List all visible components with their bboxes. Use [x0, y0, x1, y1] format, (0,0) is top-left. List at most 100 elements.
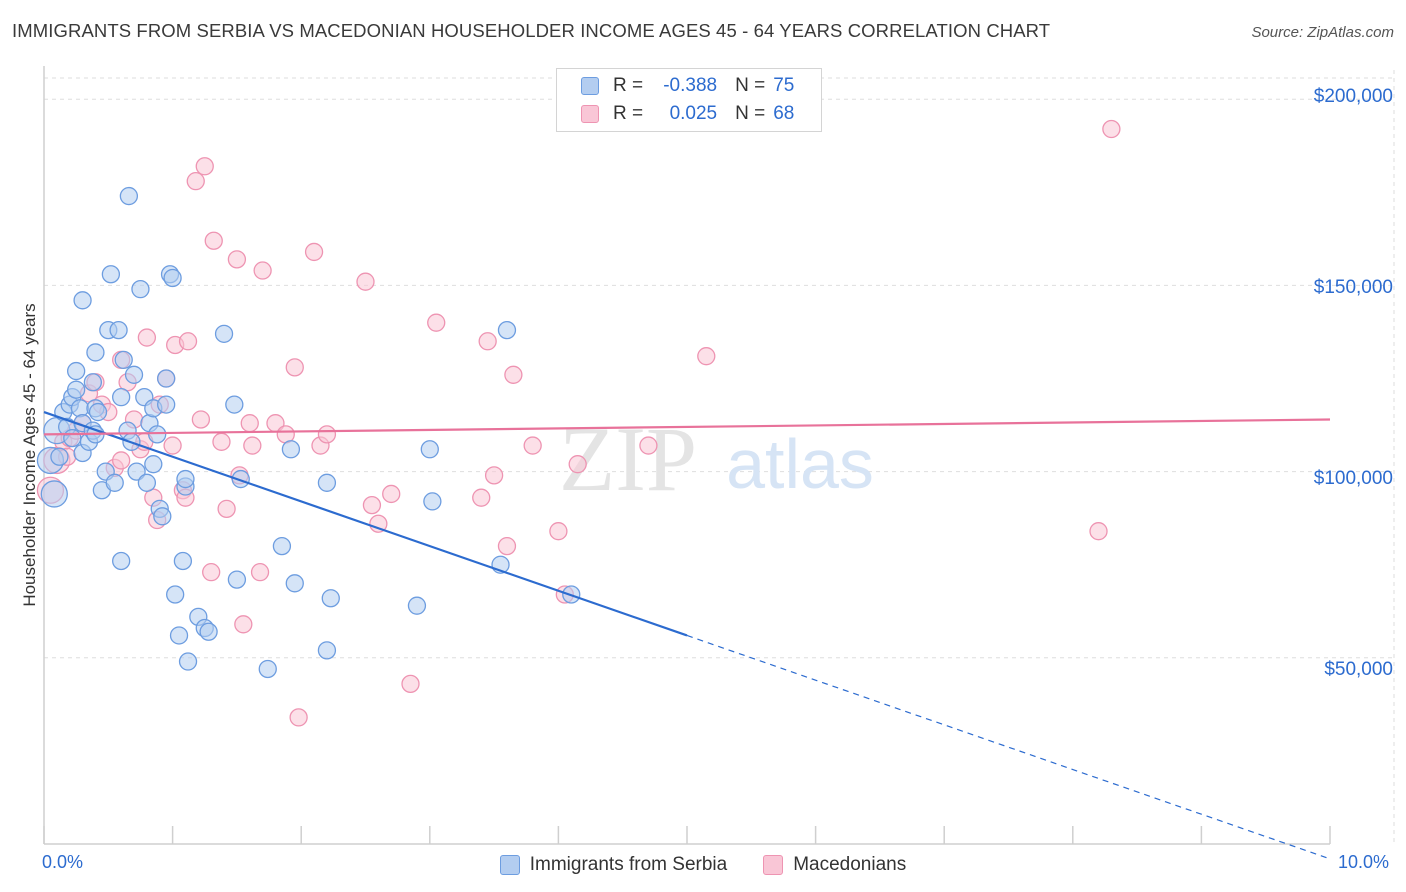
trend-lines	[43, 410, 1331, 860]
x-tick-min: 0.0%	[42, 852, 84, 872]
r-label: R =	[613, 75, 644, 96]
macedonians-point-38	[240, 414, 259, 433]
macedonians-point-64	[639, 436, 658, 455]
y-axis-label: Householder Income Ages 45 - 64 years	[20, 303, 39, 607]
serbia-point-53	[176, 469, 195, 489]
n-value: 68	[773, 103, 795, 124]
serbia-point-51	[173, 551, 193, 571]
macedonians-point-44	[285, 358, 304, 377]
serbia-point-54	[178, 652, 198, 671]
macedonians-swatch	[581, 105, 599, 123]
serbia-point-49	[166, 585, 185, 604]
serbia-point-7	[63, 428, 82, 448]
macedonians-point-65	[697, 347, 716, 366]
serbia-point-10	[67, 380, 86, 399]
macedonians-point-30	[195, 157, 214, 176]
y-tick-150k: $150,000	[1313, 277, 1393, 298]
serbia-point-40	[144, 455, 163, 474]
macedonians-point-29	[191, 410, 211, 429]
macedonians-point-18	[137, 328, 157, 347]
source-label: Source: ZipAtlas.com	[1251, 24, 1394, 41]
gridlines	[44, 70, 1396, 844]
macedonians-point-34	[217, 499, 236, 519]
serbia-point-57	[199, 622, 218, 641]
serbia-point-30	[114, 350, 133, 370]
macedonians-point-41	[253, 261, 272, 280]
r-value: 0.025	[669, 103, 718, 124]
serbia-point-25	[101, 265, 121, 284]
macedonians-point-58	[497, 536, 517, 556]
chart-title: IMMIGRANTS FROM SERBIA VS MACEDONIAN HOU…	[12, 20, 1051, 41]
stats-row-serbia: R = -0.388 N = 75	[581, 74, 794, 98]
serbia-trend-extension	[686, 634, 1331, 860]
serbia-point-19	[86, 343, 105, 362]
serbia-point-9	[67, 361, 86, 381]
r-label: R =	[613, 103, 644, 124]
legend-label-serbia: Immigrants from Serbia	[529, 854, 728, 875]
serbia-point-45	[157, 395, 176, 414]
macedonians-point-39	[243, 436, 262, 455]
serbia-point-67	[317, 641, 337, 660]
y-tick-200k: $200,000	[1313, 86, 1393, 107]
r-value: -0.388	[663, 75, 718, 96]
macedonians-point-35	[227, 250, 247, 269]
serbia-point-21	[88, 402, 108, 422]
serbia-point-62	[258, 659, 277, 679]
macedonians-point-57	[484, 466, 504, 485]
macedonians-point-54	[427, 313, 446, 332]
serbia-point-13	[73, 291, 92, 310]
y-tick-100k: $100,000	[1313, 468, 1393, 489]
serbia-point-58	[214, 324, 234, 343]
serbia-point-17	[83, 373, 103, 392]
serbia-point-11	[70, 399, 90, 418]
serbia-point-71	[423, 492, 442, 511]
serbia-point-28	[112, 387, 131, 407]
macedonians-point-55	[472, 488, 491, 507]
serbia-point-27	[109, 320, 128, 340]
serbia-point-44	[153, 507, 172, 526]
macedonians-point-37	[234, 615, 253, 634]
n-value: 75	[773, 75, 795, 96]
serbia-point-35	[127, 462, 146, 481]
serbia-point-48	[163, 268, 182, 288]
stats-legend: R = -0.388 N = 75 R = 0.025 N = 68	[556, 68, 822, 132]
serbia-point-3	[50, 447, 69, 466]
watermark-atlas: atlas	[726, 425, 874, 503]
serbia-point-70	[420, 440, 439, 459]
macedonians-point-66	[1089, 522, 1108, 541]
macedonians-point-51	[369, 514, 388, 533]
series-serbia	[36, 186, 581, 679]
legend-item-macedonians[interactable]: Macedonians	[763, 854, 906, 876]
serbia-point-38	[137, 473, 157, 492]
macedonians-legend-swatch	[763, 855, 784, 875]
macedonians-point-50	[362, 495, 382, 515]
stats-row-macedonians: R = 0.025 N = 68	[581, 102, 794, 126]
macedonians-point-40	[250, 563, 270, 582]
serbia-point-50	[169, 626, 189, 645]
serbia-point-26	[105, 473, 124, 492]
serbia-point-66	[317, 473, 337, 492]
macedonians-point-53	[401, 674, 420, 694]
macedonians-point-23	[163, 436, 182, 455]
x-tick-max: 10.0%	[1338, 852, 1390, 872]
serbia-point-32	[119, 186, 139, 206]
serbia-trend-line	[43, 410, 688, 637]
macedonians-point-12	[112, 451, 131, 470]
legend-item-serbia[interactable]: Immigrants from Serbia	[499, 854, 728, 876]
serbia-point-64	[281, 440, 301, 459]
macedonians-point-31	[202, 563, 221, 582]
serbia-point-29	[112, 551, 131, 571]
serbia-point-61	[231, 469, 250, 489]
legend-label-macedonians: Macedonians	[793, 854, 907, 875]
macedonians-point-46	[304, 242, 324, 262]
serbia-point-69	[407, 596, 427, 615]
serbia-point-60	[227, 570, 247, 589]
y-tick-50k: $50,000	[1324, 659, 1393, 680]
macedonians-point-45	[289, 708, 308, 727]
macedonians-trend-line	[43, 418, 1331, 436]
macedonians-point-33	[212, 432, 231, 451]
macedonians-point-67	[1102, 119, 1121, 139]
macedonians-point-59	[504, 365, 523, 384]
serbia-point-36	[131, 280, 150, 299]
